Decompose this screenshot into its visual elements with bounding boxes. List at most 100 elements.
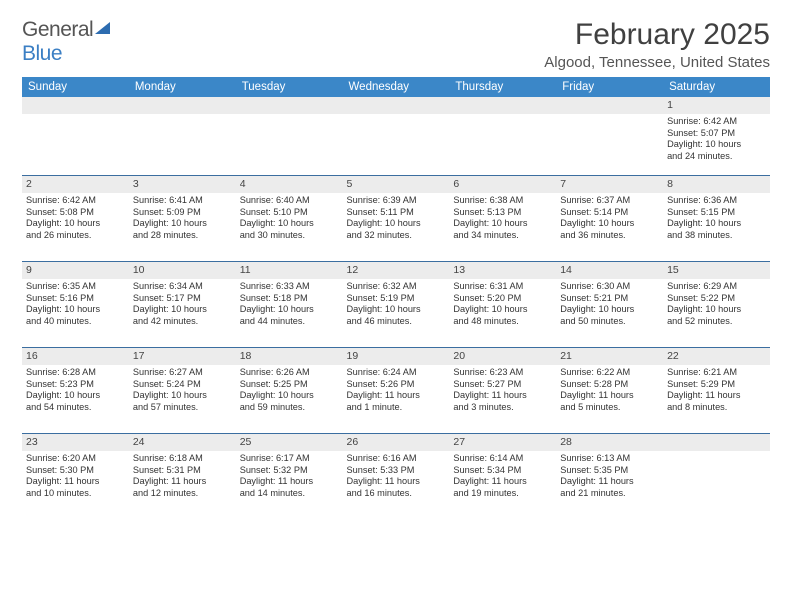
calendar-day-cell: 5Sunrise: 6:39 AMSunset: 5:11 PMDaylight…: [343, 175, 450, 261]
day-info-line: and 38 minutes.: [667, 230, 766, 242]
day-info-line: and 8 minutes.: [667, 402, 766, 414]
day-info-line: Sunrise: 6:41 AM: [133, 195, 232, 207]
day-info-line: Sunset: 5:15 PM: [667, 207, 766, 219]
day-info-line: and 40 minutes.: [26, 316, 125, 328]
day-info-line: Sunrise: 6:36 AM: [667, 195, 766, 207]
calendar-day-cell: 28Sunrise: 6:13 AMSunset: 5:35 PMDayligh…: [556, 433, 663, 519]
day-info-line: Daylight: 10 hours: [133, 218, 232, 230]
calendar-day-cell: 27Sunrise: 6:14 AMSunset: 5:34 PMDayligh…: [449, 433, 556, 519]
calendar-day-cell: 25Sunrise: 6:17 AMSunset: 5:32 PMDayligh…: [236, 433, 343, 519]
day-number: 13: [449, 262, 556, 279]
day-number: 12: [343, 262, 450, 279]
day-info-line: Daylight: 10 hours: [133, 390, 232, 402]
day-number: 5: [343, 176, 450, 193]
day-number: 27: [449, 434, 556, 451]
day-number: 25: [236, 434, 343, 451]
logo-text: General Blue: [22, 18, 115, 66]
day-info-line: and 34 minutes.: [453, 230, 552, 242]
day-number: 16: [22, 348, 129, 365]
day-header: Thursday: [449, 77, 556, 97]
calendar-day-cell: [236, 97, 343, 175]
day-info-line: Daylight: 11 hours: [26, 476, 125, 488]
calendar-week-row: 23Sunrise: 6:20 AMSunset: 5:30 PMDayligh…: [22, 433, 770, 519]
logo: General Blue: [22, 18, 115, 66]
day-info-line: Sunset: 5:14 PM: [560, 207, 659, 219]
title-block: February 2025 Algood, Tennessee, United …: [544, 18, 770, 71]
day-number: 17: [129, 348, 236, 365]
day-info-line: Sunrise: 6:29 AM: [667, 281, 766, 293]
day-info-line: Daylight: 10 hours: [240, 304, 339, 316]
day-info-line: Sunrise: 6:37 AM: [560, 195, 659, 207]
calendar-day-cell: 10Sunrise: 6:34 AMSunset: 5:17 PMDayligh…: [129, 261, 236, 347]
day-info-line: Sunset: 5:16 PM: [26, 293, 125, 305]
day-info-line: Sunset: 5:21 PM: [560, 293, 659, 305]
calendar-day-cell: [449, 97, 556, 175]
day-number: [236, 97, 343, 114]
day-number: 22: [663, 348, 770, 365]
day-number: 8: [663, 176, 770, 193]
day-info-line: Sunrise: 6:16 AM: [347, 453, 446, 465]
day-info-line: Daylight: 10 hours: [667, 139, 766, 151]
logo-word-2: Blue: [22, 42, 62, 65]
calendar-day-cell: 26Sunrise: 6:16 AMSunset: 5:33 PMDayligh…: [343, 433, 450, 519]
calendar-day-cell: 15Sunrise: 6:29 AMSunset: 5:22 PMDayligh…: [663, 261, 770, 347]
calendar-day-cell: 13Sunrise: 6:31 AMSunset: 5:20 PMDayligh…: [449, 261, 556, 347]
day-info-line: Sunrise: 6:34 AM: [133, 281, 232, 293]
day-info-line: Sunset: 5:09 PM: [133, 207, 232, 219]
day-number: [449, 97, 556, 114]
day-number: 7: [556, 176, 663, 193]
calendar-day-cell: 20Sunrise: 6:23 AMSunset: 5:27 PMDayligh…: [449, 347, 556, 433]
logo-word-1: General: [22, 18, 93, 41]
day-info-line: and 46 minutes.: [347, 316, 446, 328]
day-number: [663, 434, 770, 451]
day-info-line: and 54 minutes.: [26, 402, 125, 414]
day-info-line: Sunrise: 6:42 AM: [26, 195, 125, 207]
day-info-line: Sunrise: 6:24 AM: [347, 367, 446, 379]
day-info-line: and 21 minutes.: [560, 488, 659, 500]
calendar-day-cell: 24Sunrise: 6:18 AMSunset: 5:31 PMDayligh…: [129, 433, 236, 519]
day-header: Tuesday: [236, 77, 343, 97]
day-info-line: and 10 minutes.: [26, 488, 125, 500]
calendar-week-row: 2Sunrise: 6:42 AMSunset: 5:08 PMDaylight…: [22, 175, 770, 261]
day-info-line: Daylight: 11 hours: [560, 390, 659, 402]
day-info-line: Daylight: 10 hours: [347, 304, 446, 316]
day-info-line: Sunrise: 6:21 AM: [667, 367, 766, 379]
day-number: 21: [556, 348, 663, 365]
day-info-line: and 50 minutes.: [560, 316, 659, 328]
calendar-day-cell: 4Sunrise: 6:40 AMSunset: 5:10 PMDaylight…: [236, 175, 343, 261]
day-info-line: and 30 minutes.: [240, 230, 339, 242]
day-info-line: Daylight: 10 hours: [26, 218, 125, 230]
day-info-line: Sunrise: 6:23 AM: [453, 367, 552, 379]
day-number: 3: [129, 176, 236, 193]
calendar-day-cell: 18Sunrise: 6:26 AMSunset: 5:25 PMDayligh…: [236, 347, 343, 433]
day-info-line: Daylight: 11 hours: [240, 476, 339, 488]
day-info-line: and 16 minutes.: [347, 488, 446, 500]
calendar-day-cell: 7Sunrise: 6:37 AMSunset: 5:14 PMDaylight…: [556, 175, 663, 261]
day-info-line: Sunrise: 6:27 AM: [133, 367, 232, 379]
day-number: 10: [129, 262, 236, 279]
location-text: Algood, Tennessee, United States: [544, 54, 770, 71]
day-info-line: Sunset: 5:32 PM: [240, 465, 339, 477]
calendar-day-cell: 21Sunrise: 6:22 AMSunset: 5:28 PMDayligh…: [556, 347, 663, 433]
day-info-line: Sunrise: 6:32 AM: [347, 281, 446, 293]
day-info-line: Daylight: 11 hours: [347, 390, 446, 402]
day-info-line: Sunset: 5:33 PM: [347, 465, 446, 477]
day-info-line: and 14 minutes.: [240, 488, 339, 500]
calendar-day-cell: 1Sunrise: 6:42 AMSunset: 5:07 PMDaylight…: [663, 97, 770, 175]
day-number: 24: [129, 434, 236, 451]
day-number: 9: [22, 262, 129, 279]
day-number: [556, 97, 663, 114]
day-info-line: and 3 minutes.: [453, 402, 552, 414]
calendar-day-cell: 6Sunrise: 6:38 AMSunset: 5:13 PMDaylight…: [449, 175, 556, 261]
day-info-line: Sunset: 5:27 PM: [453, 379, 552, 391]
day-info-line: and 32 minutes.: [347, 230, 446, 242]
day-info-line: Daylight: 11 hours: [560, 476, 659, 488]
day-info-line: and 48 minutes.: [453, 316, 552, 328]
calendar-week-row: 16Sunrise: 6:28 AMSunset: 5:23 PMDayligh…: [22, 347, 770, 433]
day-info-line: Daylight: 11 hours: [667, 390, 766, 402]
day-info-line: Sunset: 5:19 PM: [347, 293, 446, 305]
day-number: 28: [556, 434, 663, 451]
day-info-line: Sunset: 5:31 PM: [133, 465, 232, 477]
day-number: 14: [556, 262, 663, 279]
day-info-line: and 26 minutes.: [26, 230, 125, 242]
